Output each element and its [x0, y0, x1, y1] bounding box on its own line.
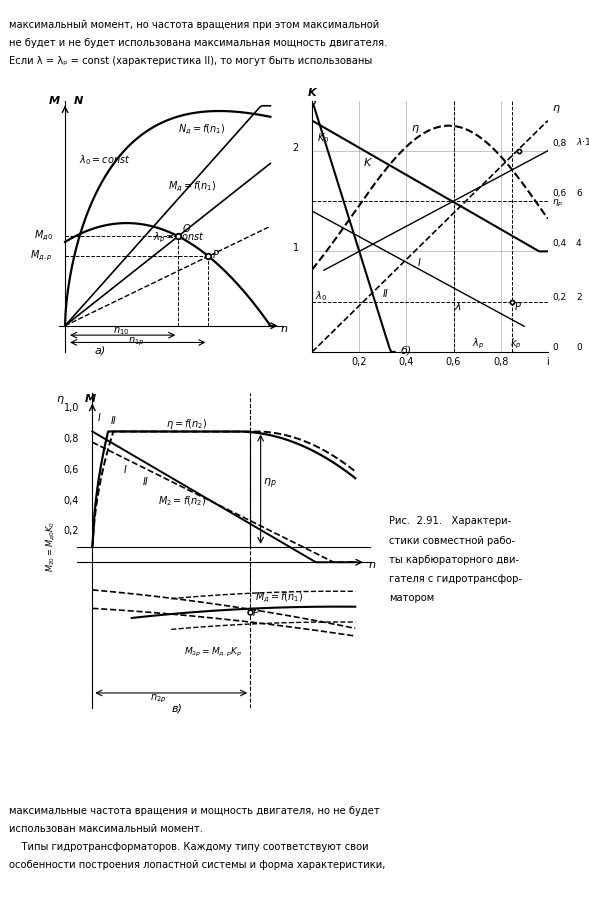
Text: Если λ = λₚ = const (характеристика II), то могут быть использованы: Если λ = λₚ = const (характеристика II),… — [9, 56, 372, 66]
Text: а): а) — [94, 345, 106, 356]
Text: $\eta$: $\eta$ — [55, 394, 64, 406]
Text: 0,6: 0,6 — [446, 357, 461, 367]
Text: $N_д=f(n_1)$: $N_д=f(n_1)$ — [178, 122, 225, 137]
Text: Рис.  2.91.   Характери-: Рис. 2.91. Характери- — [389, 516, 511, 526]
Text: $M_д=f(n_1)$: $M_д=f(n_1)$ — [168, 180, 216, 195]
Text: б): б) — [401, 345, 412, 356]
Text: не будет и не будет использована максимальная мощность двигателя.: не будет и не будет использована максима… — [9, 37, 387, 48]
Text: $\eta$: $\eta$ — [411, 122, 420, 134]
Text: $n_{10}$: $n_{10}$ — [114, 325, 130, 337]
Text: ты карбюраторного дви-: ты карбюраторного дви- — [389, 555, 519, 565]
Text: $\lambda_p=const$: $\lambda_p=const$ — [153, 230, 205, 245]
Text: M: M — [84, 394, 95, 404]
Text: 2: 2 — [576, 292, 582, 302]
Text: 0,4: 0,4 — [399, 357, 414, 367]
Text: N: N — [73, 96, 82, 106]
Text: I: I — [98, 413, 101, 422]
Text: 0,2: 0,2 — [552, 292, 567, 302]
Text: $\lambda_0=const$: $\lambda_0=const$ — [80, 154, 131, 167]
Text: P: P — [515, 302, 521, 312]
Text: $M_2=f(n_2)$: $M_2=f(n_2)$ — [158, 494, 206, 507]
Text: 0,6: 0,6 — [64, 465, 79, 475]
Text: 1: 1 — [293, 243, 299, 253]
Text: $k_p$: $k_p$ — [510, 336, 522, 351]
Text: Типы гидротрансформаторов. Каждому типу соответствуют свои: Типы гидротрансформаторов. Каждому типу … — [9, 842, 369, 852]
Text: особенности построения лопастной системы и форма характеристики,: особенности построения лопастной системы… — [9, 859, 385, 869]
Text: II: II — [383, 289, 389, 299]
Text: 6: 6 — [576, 189, 582, 198]
Text: $M_д=f(n_1)$: $M_д=f(n_1)$ — [256, 591, 304, 605]
Text: M: M — [49, 96, 59, 106]
Text: 1,0: 1,0 — [64, 403, 79, 413]
Text: 0,4: 0,4 — [552, 239, 567, 249]
Text: n: n — [369, 560, 375, 570]
Text: 0,4: 0,4 — [64, 495, 79, 505]
Text: $\lambda_p$: $\lambda_p$ — [472, 336, 485, 351]
Text: I: I — [418, 259, 421, 269]
Text: гателя с гидротрансфор-: гателя с гидротрансфор- — [389, 574, 522, 584]
Text: $\lambda$: $\lambda$ — [454, 300, 461, 312]
Text: $M_{2р}=M_{д.р}K_р$: $M_{2р}=M_{д.р}K_р$ — [184, 646, 243, 659]
Text: I: I — [124, 465, 127, 475]
Text: O: O — [183, 224, 190, 234]
Text: K: K — [307, 88, 316, 98]
Text: n: n — [281, 324, 287, 334]
Text: $n_{2р}$: $n_{2р}$ — [150, 693, 166, 706]
Text: $M_{20}=M_{д0}K_0$: $M_{20}=M_{д0}K_0$ — [44, 521, 57, 572]
Text: $\lambda_0$: $\lambda_0$ — [315, 290, 327, 303]
Text: стики совместной рабо-: стики совместной рабо- — [389, 536, 515, 546]
Text: P: P — [213, 250, 219, 260]
Text: K: K — [364, 158, 371, 168]
Text: 0,8: 0,8 — [64, 434, 79, 444]
Text: $\eta$: $\eta$ — [552, 102, 561, 114]
Text: матором: матором — [389, 593, 434, 603]
Text: 0,2: 0,2 — [64, 526, 79, 537]
Text: максимальный момент, но частота вращения при этом максимальной: максимальный момент, но частота вращения… — [9, 20, 379, 30]
Text: $\eta_p$: $\eta_p$ — [263, 477, 277, 491]
Text: 0: 0 — [576, 343, 582, 352]
Text: $M_{д0}$: $M_{д0}$ — [34, 229, 53, 243]
Text: максимальные частота вращения и мощность двигателя, но не будет: максимальные частота вращения и мощность… — [9, 806, 379, 816]
Text: 0,8: 0,8 — [552, 139, 567, 148]
Text: 0,8: 0,8 — [493, 357, 508, 367]
Text: $n_{1р}$: $n_{1р}$ — [128, 336, 145, 348]
Text: $\lambda{\cdot}10^3$: $\lambda{\cdot}10^3$ — [576, 135, 589, 148]
Text: 2: 2 — [293, 143, 299, 153]
Text: II: II — [111, 416, 117, 426]
Text: $M_{д.р}$: $M_{д.р}$ — [30, 249, 53, 263]
Text: $\eta_p$: $\eta_p$ — [552, 197, 564, 208]
Text: 4: 4 — [576, 239, 582, 249]
Text: 0,6: 0,6 — [552, 189, 567, 198]
Text: в): в) — [171, 703, 182, 713]
Text: II: II — [143, 477, 148, 487]
Text: i: i — [547, 357, 549, 367]
Text: $\eta=f(n_2)$: $\eta=f(n_2)$ — [166, 417, 207, 430]
Text: использован максимальный момент.: использован максимальный момент. — [9, 824, 203, 834]
Text: P: P — [253, 609, 259, 619]
Text: 0: 0 — [552, 343, 558, 352]
Text: 0,2: 0,2 — [352, 357, 367, 367]
Text: $K_0$: $K_0$ — [317, 131, 329, 144]
